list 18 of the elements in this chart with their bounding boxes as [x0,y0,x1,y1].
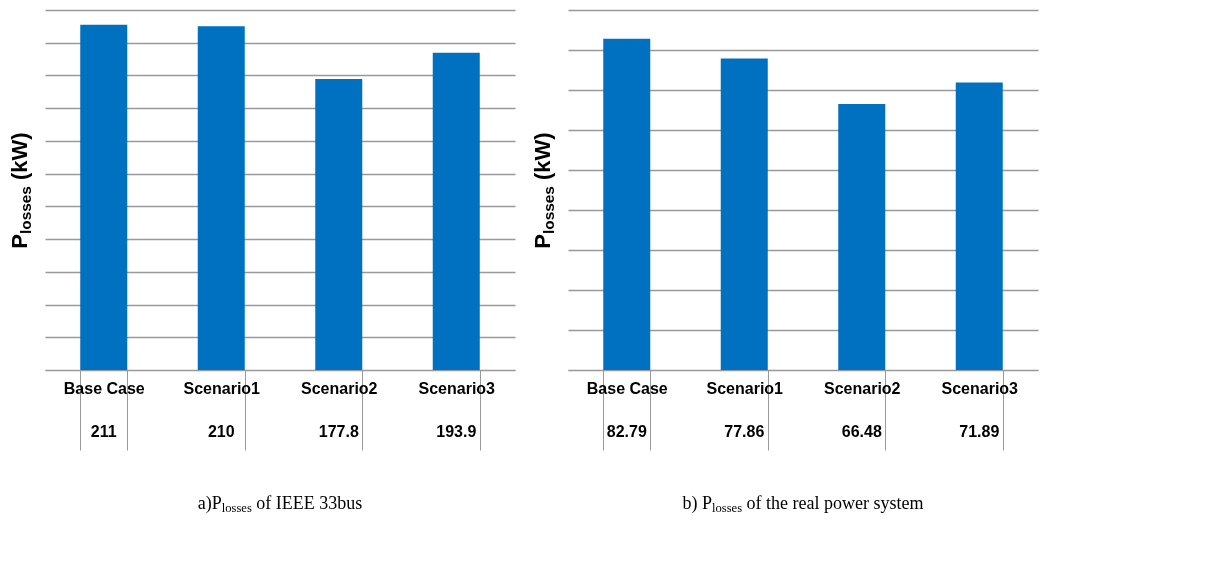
x-tick-label: Scenario1 [706,379,784,397]
text: a)P$_{losses}$ of IEEE 33bus [197,492,363,515]
x-tick-label: Base Case [586,379,668,397]
x-tick-label: Scenario2 [824,379,901,397]
x-tick-label: Scenario3 [941,379,1019,397]
data-label: 177.8 [318,423,359,440]
x-tick-label: Base Case [63,379,145,397]
data-label: 193.9 [436,423,477,440]
x-tick-label: Scenario2 [301,379,378,397]
x-tick-label: Scenario3 [418,379,496,397]
data-label: 77.86 [724,423,765,440]
text: b) P$_{losses}$ of the real power system [682,492,924,515]
data-label: 211 [90,423,117,440]
x-tick-label: Scenario1 [183,379,261,397]
data-label: 66.48 [841,423,882,440]
data-label: 210 [207,423,235,440]
data-label: 71.89 [959,423,1000,440]
data-label: 82.79 [606,423,647,440]
